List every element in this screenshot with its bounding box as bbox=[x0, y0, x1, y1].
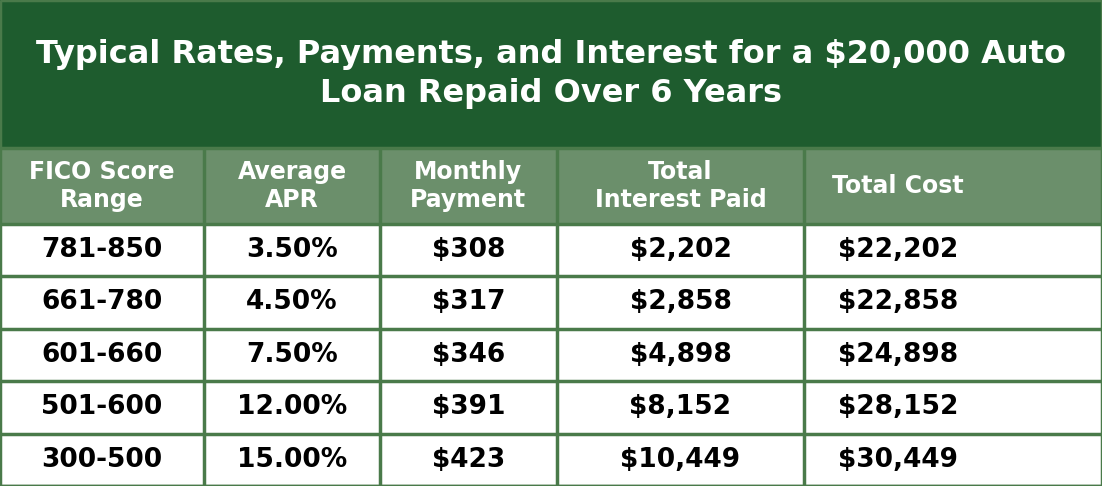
Text: $22,202: $22,202 bbox=[838, 237, 959, 263]
Text: 300-500: 300-500 bbox=[42, 447, 162, 473]
Text: $346: $346 bbox=[432, 342, 505, 368]
Text: $2,202: $2,202 bbox=[629, 237, 732, 263]
Text: 601-660: 601-660 bbox=[41, 342, 163, 368]
Text: 4.50%: 4.50% bbox=[246, 289, 338, 315]
Text: $28,152: $28,152 bbox=[838, 394, 959, 420]
Text: Typical Rates, Payments, and Interest for a $20,000 Auto
Loan Repaid Over 6 Year: Typical Rates, Payments, and Interest fo… bbox=[36, 39, 1066, 109]
Bar bbox=[0, 276, 1102, 329]
Bar bbox=[0, 434, 1102, 486]
Text: FICO Score
Range: FICO Score Range bbox=[29, 160, 175, 212]
Text: $24,898: $24,898 bbox=[838, 342, 959, 368]
Text: 7.50%: 7.50% bbox=[246, 342, 338, 368]
Text: $10,449: $10,449 bbox=[620, 447, 741, 473]
Text: 12.00%: 12.00% bbox=[237, 394, 347, 420]
Text: $4,898: $4,898 bbox=[629, 342, 732, 368]
Text: $423: $423 bbox=[432, 447, 505, 473]
Text: $22,858: $22,858 bbox=[838, 289, 959, 315]
Text: $317: $317 bbox=[432, 289, 505, 315]
Text: 3.50%: 3.50% bbox=[246, 237, 338, 263]
Bar bbox=[0, 381, 1102, 434]
Text: 661-780: 661-780 bbox=[41, 289, 163, 315]
Text: $2,858: $2,858 bbox=[629, 289, 732, 315]
Text: 781-850: 781-850 bbox=[41, 237, 163, 263]
Text: $308: $308 bbox=[432, 237, 505, 263]
Text: Average
APR: Average APR bbox=[237, 160, 347, 212]
Text: 501-600: 501-600 bbox=[41, 394, 163, 420]
Text: $8,152: $8,152 bbox=[629, 394, 732, 420]
Bar bbox=[0, 148, 1102, 224]
Bar bbox=[0, 329, 1102, 381]
Bar bbox=[0, 0, 1102, 148]
Text: Total
Interest Paid: Total Interest Paid bbox=[595, 160, 766, 212]
Text: Monthly
Payment: Monthly Payment bbox=[410, 160, 527, 212]
Text: $391: $391 bbox=[432, 394, 505, 420]
Text: $30,449: $30,449 bbox=[839, 447, 958, 473]
Text: Total Cost: Total Cost bbox=[832, 174, 964, 198]
Bar bbox=[0, 224, 1102, 276]
Text: 15.00%: 15.00% bbox=[237, 447, 347, 473]
